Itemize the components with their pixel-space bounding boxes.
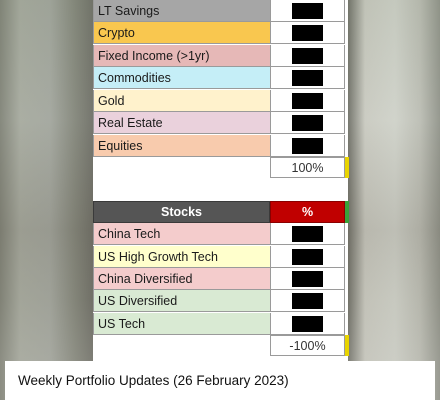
- allocation-label: Equities: [93, 135, 270, 157]
- redaction-block: [292, 47, 323, 64]
- stock-label: US High Growth Tech: [93, 246, 270, 268]
- stocks-header-percent: %: [270, 201, 345, 223]
- redacted-value: [270, 112, 345, 134]
- allocation-label: Gold: [93, 90, 270, 112]
- redaction-block: [292, 270, 323, 287]
- stock-row: China Tech: [93, 223, 345, 245]
- redaction-block: [292, 114, 323, 131]
- redaction-block: [292, 24, 323, 41]
- redaction-block: [292, 92, 323, 109]
- allocation-row: Commodities: [93, 67, 345, 89]
- redaction-block: [292, 225, 323, 242]
- accent-bar: [345, 157, 349, 178]
- redacted-value: [270, 0, 345, 22]
- allocation-row: Gold: [93, 90, 345, 112]
- allocation-label: Real Estate: [93, 112, 270, 134]
- redacted-value: [270, 22, 345, 44]
- stock-row: US Tech: [93, 313, 345, 335]
- redacted-value: [270, 45, 345, 67]
- stock-row: US Diversified: [93, 290, 345, 312]
- spreadsheet-image[interactable]: LT Savings Crypto Fixed Income (>1yr) Co…: [93, 0, 349, 361]
- stocks-total: -100%: [270, 335, 345, 356]
- redacted-value: [270, 290, 345, 312]
- stock-label: China Tech: [93, 223, 270, 245]
- stock-row: China Diversified: [93, 268, 345, 290]
- stock-row: US High Growth Tech: [93, 246, 345, 268]
- redacted-value: [270, 268, 345, 290]
- redacted-value: [270, 67, 345, 89]
- allocation-label: Commodities: [93, 67, 270, 89]
- stock-label: US Tech: [93, 313, 270, 335]
- stocks-header: Stocks %: [93, 201, 349, 223]
- allocation-label: Crypto: [93, 22, 270, 44]
- allocation-row: Equities: [93, 135, 345, 157]
- redaction-block: [292, 69, 323, 86]
- redaction-block: [292, 137, 323, 154]
- allocation-row: Fixed Income (>1yr): [93, 45, 345, 67]
- message-caption: Weekly Portfolio Updates (26 February 20…: [5, 361, 435, 400]
- redacted-value: [270, 223, 345, 245]
- redacted-value: [270, 90, 345, 112]
- redacted-value: [270, 135, 345, 157]
- stock-label: China Diversified: [93, 268, 270, 290]
- redaction-block: [292, 2, 323, 19]
- allocation-label: LT Savings: [93, 0, 270, 22]
- allocation-label: Fixed Income (>1yr): [93, 45, 270, 67]
- redaction-block: [292, 248, 323, 265]
- allocation-row: LT Savings: [93, 0, 345, 22]
- allocation-total: 100%: [270, 157, 345, 178]
- stock-label: US Diversified: [93, 290, 270, 312]
- allocation-row: Real Estate: [93, 112, 345, 134]
- accent-bar: [345, 335, 349, 356]
- redaction-block: [292, 292, 323, 309]
- allocation-row: Crypto: [93, 22, 345, 44]
- redaction-block: [292, 315, 323, 332]
- redacted-value: [270, 313, 345, 335]
- accent-bar: [345, 201, 349, 223]
- stocks-header-label: Stocks: [93, 201, 270, 223]
- redacted-value: [270, 246, 345, 268]
